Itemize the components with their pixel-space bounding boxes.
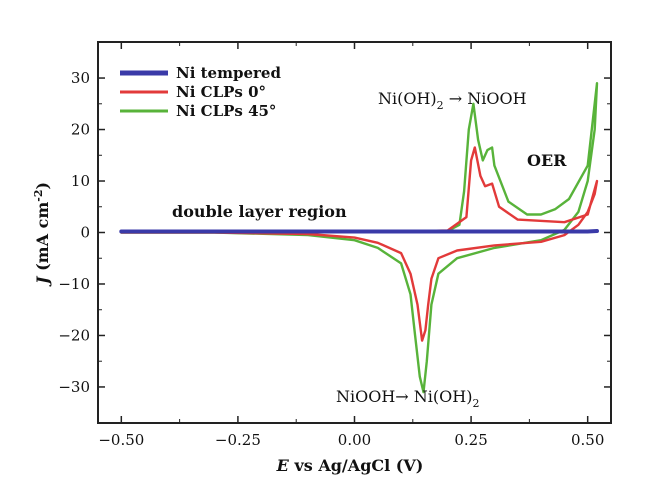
x-axis-title: E vs Ag/AgCl (V) <box>276 456 424 475</box>
x-tick-label: −0.25 <box>215 431 261 449</box>
annotation-reduction-sub: 2 <box>472 397 479 410</box>
x-tick-label: 0.50 <box>571 431 604 449</box>
y-axis-title-suffix: ) <box>33 182 52 190</box>
y-axis-title: J (mA cm-2) <box>32 182 52 287</box>
legend-label-ni-clps-45: Ni CLPs 45° <box>176 102 276 120</box>
y-axis-title-var: J <box>33 275 52 287</box>
x-axis-title-var: E <box>276 456 290 475</box>
annotation-oxidation-sub: 2 <box>437 99 444 112</box>
y-tick-label: 0 <box>80 224 90 242</box>
series-line-1 <box>120 146 599 342</box>
y-tick-label: −10 <box>58 275 90 293</box>
y-tick-label: 20 <box>71 121 90 139</box>
y-tick-label: 10 <box>71 172 90 190</box>
annotation-oxidation-peak: Ni(OH)2 → NiOOH <box>378 89 527 112</box>
y-tick-label: −30 <box>58 378 90 396</box>
y-ticks: −30 −20 −10 0 10 20 30 <box>58 69 611 396</box>
y-tick-label: −20 <box>58 326 90 344</box>
legend-label-ni-clps-0: Ni CLPs 0° <box>176 83 266 101</box>
x-axis-title-text: vs Ag/AgCl (V) <box>293 456 423 475</box>
legend-label-ni-tempered: Ni tempered <box>176 64 281 82</box>
x-tick-label: −0.50 <box>98 431 144 449</box>
annotation-oxidation-text: Ni(OH) <box>378 89 437 108</box>
annotation-reduction-text: NiOOH→ Ni(OH) <box>336 387 472 406</box>
legend: Ni tempered Ni CLPs 0° Ni CLPs 45° <box>120 64 281 120</box>
x-tick-label: 0.00 <box>338 431 371 449</box>
annotation-oxidation-arrow: → NiOOH <box>444 89 527 108</box>
y-axis-title-text: (mA cm <box>33 202 52 271</box>
series-lines <box>119 81 599 394</box>
y-tick-label: 30 <box>71 69 90 87</box>
series-line-2 <box>120 81 599 394</box>
annotation-double-layer-region: double layer region <box>172 202 347 221</box>
series-line-0 <box>119 229 599 234</box>
annotation-reduction-peak: NiOOH→ Ni(OH)2 <box>336 387 479 410</box>
x-ticks: −0.50 −0.25 0.00 0.25 0.50 <box>98 42 604 449</box>
y-axis-title-sup: -2 <box>32 190 45 202</box>
annotation-oer: OER <box>527 151 567 170</box>
x-tick-label: 0.25 <box>454 431 487 449</box>
